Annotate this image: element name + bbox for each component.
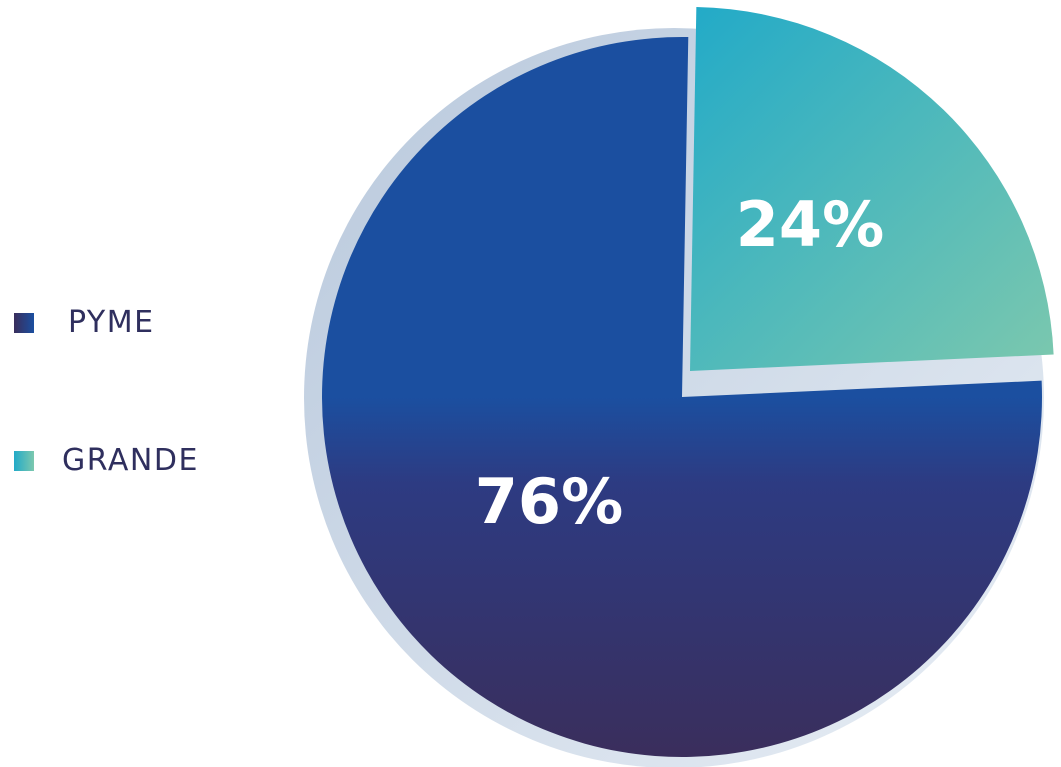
legend-item-pyme: PYME — [14, 305, 155, 340]
legend-label-pyme: PYME — [68, 305, 155, 340]
legend-label-grande: GRANDE — [62, 443, 199, 478]
data-label-pyme: 76% — [475, 465, 623, 538]
data-label-grande: 24% — [736, 188, 884, 261]
legend-swatch-pyme — [14, 313, 34, 333]
legend-item-grande: GRANDE — [14, 443, 199, 478]
legend-swatch-grande — [14, 451, 34, 471]
